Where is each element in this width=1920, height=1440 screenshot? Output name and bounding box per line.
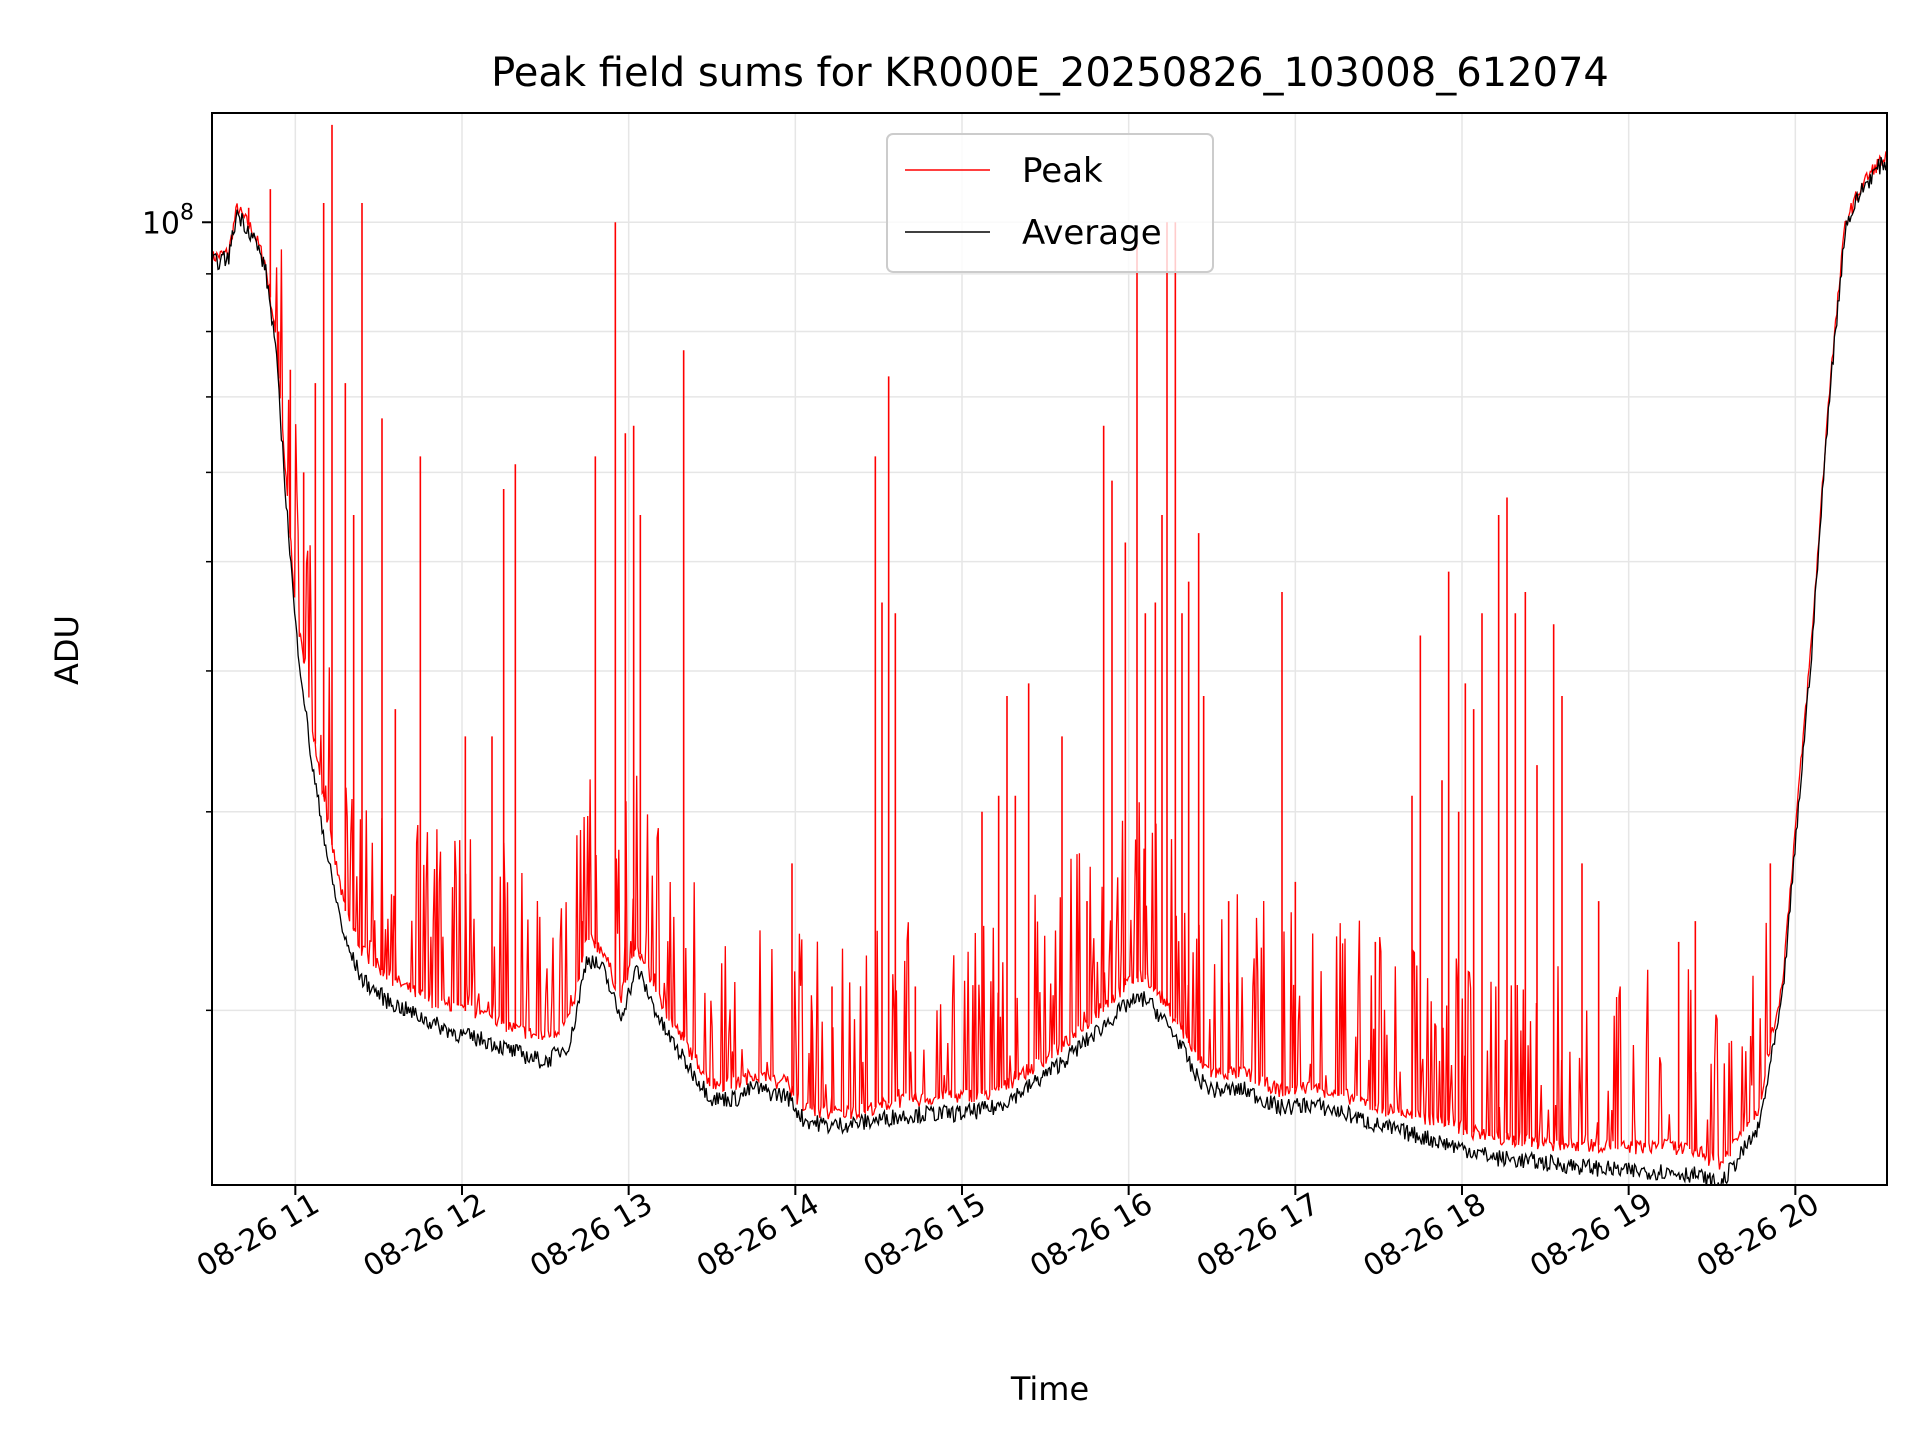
average-series-line [212,156,1887,1185]
plot-frame [211,112,1888,1186]
x-axis-label: Time [1010,1370,1089,1408]
y-axis: 108 [142,200,212,1012]
chart-title: Peak field sums for KR000E_20250826_1030… [491,50,1609,96]
legend-peak-label: Peak [1022,151,1103,191]
y-tick-label: 108 [142,200,194,241]
legend-average-label: Average [1022,213,1162,253]
series-layer [212,124,1887,1185]
y-axis-label: ADU [48,615,86,685]
legend-box [886,133,1214,273]
legend: Peak Average [886,133,1214,273]
